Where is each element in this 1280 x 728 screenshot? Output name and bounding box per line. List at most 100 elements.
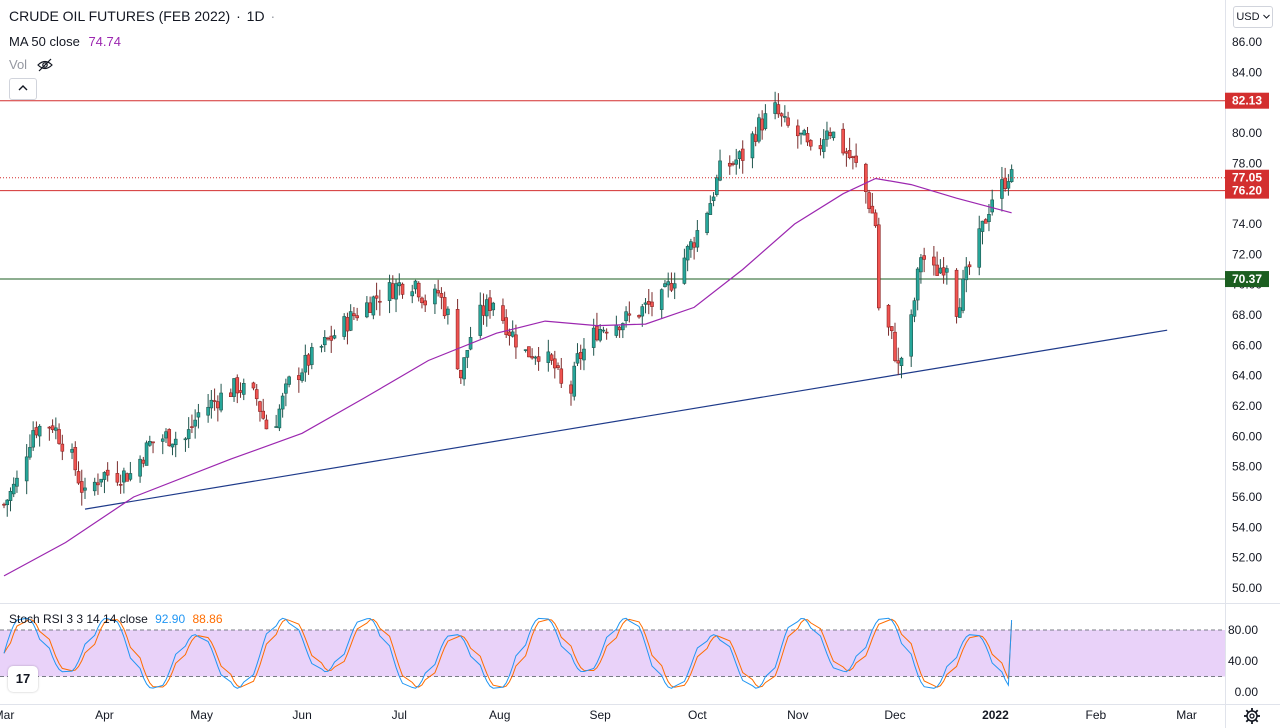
chevron-down-icon (1262, 14, 1270, 19)
candle (254, 384, 259, 406)
candle (374, 282, 379, 311)
y-tick-label: 74.00 (1232, 217, 1262, 231)
y-tick-label: 84.00 (1232, 65, 1262, 79)
y-tick-label: 72.00 (1232, 247, 1262, 261)
x-tick-label: Apr (95, 708, 114, 722)
vol-label: Vol (9, 57, 28, 72)
candle (92, 477, 97, 496)
candle (345, 312, 350, 345)
candle (102, 471, 107, 494)
candle (15, 470, 19, 493)
candle (854, 143, 858, 168)
candle (420, 296, 424, 309)
candle (980, 220, 985, 245)
candle (397, 273, 402, 296)
price-level-tag (1225, 92, 1269, 109)
candle (783, 105, 787, 123)
x-tick-label: Aug (489, 708, 510, 722)
candle (821, 129, 826, 159)
candle (206, 393, 210, 423)
candle (219, 383, 223, 413)
candle (1000, 166, 1004, 212)
candle (530, 348, 534, 360)
candle (238, 382, 243, 398)
candle (478, 292, 483, 339)
candle (303, 344, 308, 382)
currency-selector[interactable]: USD (1233, 6, 1273, 28)
vol-legend[interactable]: Vol (9, 57, 53, 72)
candle (727, 155, 732, 175)
candle (99, 478, 103, 487)
candle (28, 434, 32, 460)
candle (549, 353, 554, 365)
candle (319, 344, 324, 353)
candle (423, 294, 428, 313)
candle (711, 192, 716, 207)
candle (387, 274, 392, 314)
y-tick-label: 66.00 (1232, 338, 1262, 352)
ma-legend[interactable]: MA 50 close 74.74 (9, 34, 121, 49)
candle (300, 368, 304, 383)
candle (922, 247, 926, 273)
y-tick-label: 60.00 (1232, 429, 1262, 443)
candle (682, 248, 687, 285)
last-price-label: 77.05 (1232, 171, 1262, 185)
tradingview-logo[interactable]: 17 (8, 666, 38, 692)
y-tick-label: 58.00 (1232, 460, 1262, 474)
stoch-rsi-legend[interactable]: Stoch RSI 3 3 14 14 close 92.90 88.86 (9, 612, 223, 626)
candle (977, 215, 982, 276)
candle (355, 307, 359, 321)
candle (714, 174, 719, 197)
candle (514, 324, 518, 359)
candle (277, 404, 282, 432)
candle (899, 356, 904, 379)
candle (11, 477, 16, 498)
candle (938, 259, 943, 275)
stoch-tick-label: 0.00 (1235, 685, 1259, 699)
candle (595, 312, 599, 342)
candle (582, 338, 586, 371)
candle (909, 309, 914, 367)
candle (802, 128, 807, 136)
candle (73, 441, 78, 476)
candle (284, 378, 288, 407)
candle (368, 296, 372, 313)
candle (750, 131, 755, 169)
eye-hidden-icon[interactable] (36, 58, 53, 72)
candles (2, 91, 1014, 517)
candle (572, 361, 577, 401)
candle (193, 409, 197, 439)
candle (983, 218, 988, 224)
candle (643, 298, 648, 314)
candle (144, 440, 149, 466)
candle (527, 346, 531, 358)
candle (96, 473, 100, 495)
x-tick-label: Dec (884, 708, 905, 722)
candle (352, 307, 356, 321)
collapse-legend-button[interactable] (9, 78, 37, 100)
candle (533, 355, 538, 365)
candle (945, 265, 949, 285)
x-tick-label: Feb (1086, 708, 1107, 722)
candle (919, 254, 923, 284)
candle (591, 318, 596, 356)
y-tick-label: 54.00 (1232, 520, 1262, 534)
price-level-label: 82.13 (1232, 94, 1262, 108)
separator: · (236, 8, 241, 24)
candle (287, 375, 291, 388)
candle (455, 299, 460, 370)
candle (504, 309, 509, 339)
gear-icon[interactable] (1243, 707, 1261, 725)
candle (666, 272, 671, 298)
candle (37, 424, 42, 447)
interval-label[interactable]: 1D (246, 8, 265, 24)
candle (433, 284, 437, 315)
y-tick-label: 78.00 (1232, 156, 1262, 170)
candle (442, 291, 447, 319)
candle (692, 236, 696, 260)
candle (196, 403, 201, 429)
logo-text: 17 (15, 671, 31, 686)
candle (705, 211, 709, 236)
candle (280, 392, 285, 418)
